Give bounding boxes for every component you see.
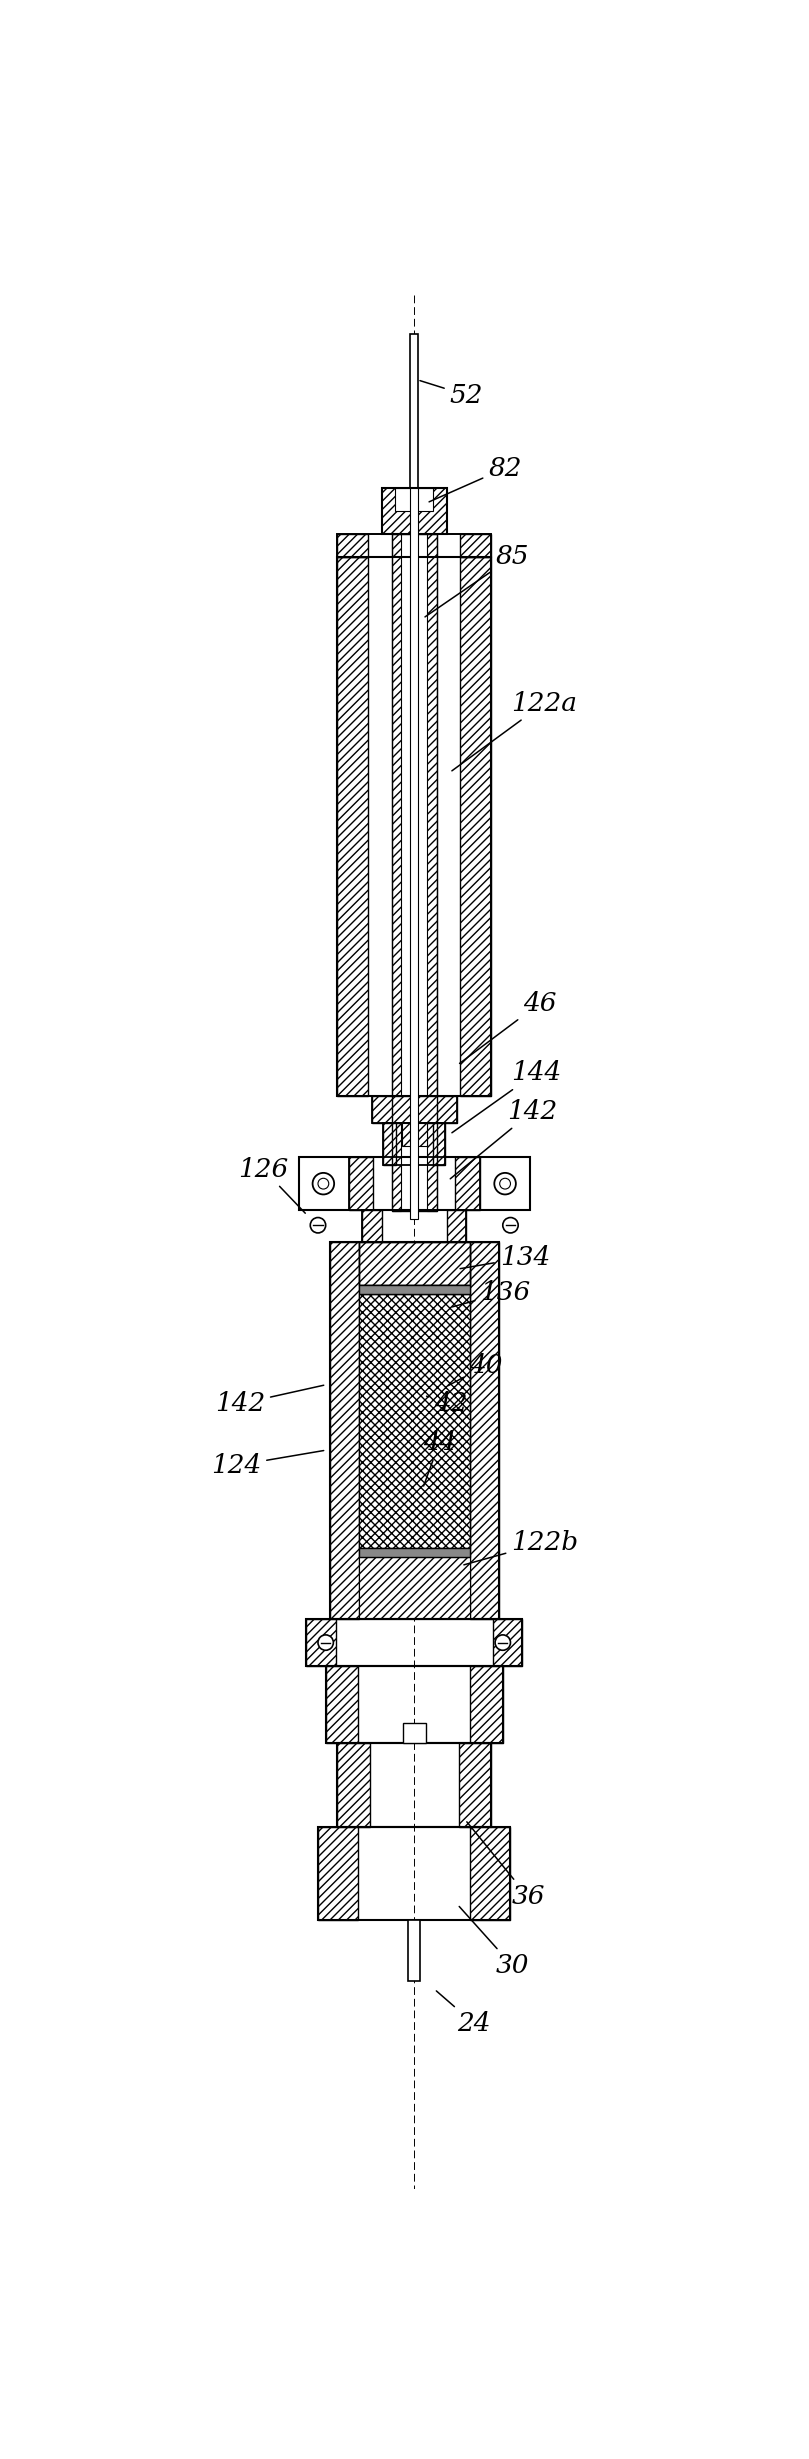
Text: 85: 85 (425, 543, 529, 617)
Bar (337, 534, 491, 556)
Text: 46: 46 (460, 991, 557, 1062)
Bar (358, 1547, 470, 1557)
Bar (372, 1097, 456, 1124)
Text: 82: 82 (429, 455, 522, 502)
Text: 134: 134 (460, 1244, 550, 1271)
Bar (459, 1743, 491, 1827)
Bar (383, 1124, 396, 1166)
Bar (337, 534, 368, 556)
Bar (433, 1124, 445, 1166)
Bar (460, 556, 491, 1097)
Text: 40: 40 (448, 1352, 502, 1384)
Text: 30: 30 (460, 1906, 529, 1979)
Circle shape (500, 1178, 510, 1190)
Bar (358, 1284, 470, 1293)
Bar (455, 1158, 480, 1210)
Text: 136: 136 (452, 1279, 531, 1306)
Text: 142: 142 (451, 1099, 557, 1178)
Bar (307, 1620, 336, 1665)
Bar (326, 1665, 502, 1743)
Text: 44: 44 (422, 1429, 456, 1485)
Circle shape (318, 1178, 328, 1190)
Bar (329, 1242, 358, 1620)
Bar (460, 534, 491, 556)
Circle shape (311, 1217, 326, 1232)
Bar (337, 1743, 370, 1827)
Text: 52: 52 (420, 381, 483, 408)
Bar (493, 1620, 522, 1665)
Bar (410, 487, 418, 1220)
Bar (358, 1242, 470, 1284)
Bar (372, 1097, 456, 1124)
Bar (471, 1665, 502, 1743)
Bar (358, 1293, 470, 1547)
Bar (396, 487, 433, 511)
Text: 144: 144 (452, 1060, 561, 1134)
Bar (349, 1158, 374, 1210)
Bar (299, 1158, 530, 1210)
Bar (326, 1665, 358, 1743)
Bar (329, 1242, 499, 1620)
Text: 142: 142 (215, 1384, 324, 1416)
Text: 126: 126 (238, 1156, 305, 1212)
Bar (470, 1242, 499, 1620)
Bar (337, 556, 368, 1097)
Bar (318, 1827, 510, 1920)
Bar (358, 1242, 470, 1284)
Bar (307, 1620, 522, 1665)
Circle shape (312, 1173, 334, 1195)
Bar (383, 1124, 445, 1166)
Bar (447, 1210, 466, 1242)
Bar (392, 534, 437, 1212)
Circle shape (318, 1635, 333, 1650)
Text: 24: 24 (436, 1992, 491, 2036)
Bar (318, 1827, 358, 1920)
Bar (358, 1557, 470, 1620)
Bar (362, 1210, 382, 1242)
Bar (392, 534, 401, 1212)
Bar (427, 534, 437, 1212)
Text: 36: 36 (467, 1822, 544, 1908)
Bar (337, 556, 491, 1097)
Bar (382, 487, 447, 534)
Bar (349, 1158, 480, 1210)
Circle shape (495, 1635, 510, 1650)
Circle shape (502, 1217, 519, 1232)
Circle shape (494, 1173, 516, 1195)
Text: 124: 124 (211, 1451, 324, 1478)
Bar (337, 1743, 491, 1827)
Bar (408, 1920, 421, 1982)
Text: 122a: 122a (452, 691, 578, 770)
Bar (362, 1210, 466, 1242)
Bar (410, 334, 418, 487)
Text: 42: 42 (426, 1392, 468, 1416)
Bar (403, 1724, 426, 1743)
Bar (382, 487, 447, 534)
Bar (402, 1124, 426, 1146)
Bar (471, 1827, 510, 1920)
Text: 122b: 122b (464, 1529, 578, 1564)
